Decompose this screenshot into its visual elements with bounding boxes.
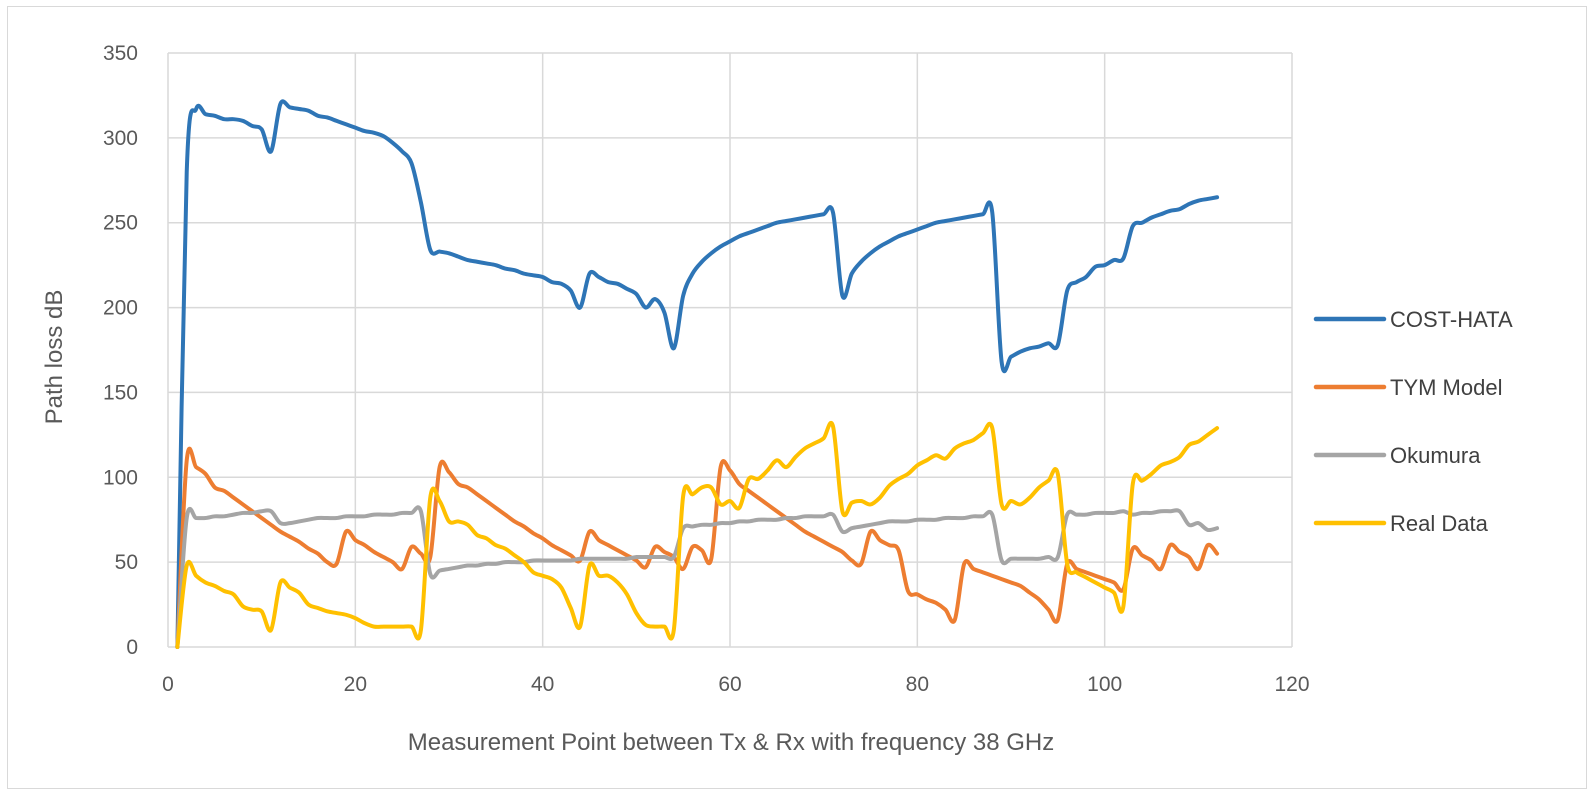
y-tick-label: 0 (126, 636, 138, 659)
y-tick-label: 100 (103, 466, 138, 489)
tick-labels: 0 50 100 150 200 250 300 350 0 20 40 60 80 100 120 (103, 42, 1310, 696)
x-tick-label: 100 (1087, 673, 1122, 696)
series-lines (175, 99, 1220, 649)
series-line-cost-hata (175, 99, 1220, 649)
legend: COST-HATA TYM Model Okumura Real Data (1313, 307, 1513, 536)
legend-label-cost-hata: COST-HATA (1390, 307, 1513, 332)
series-line-tym-model (175, 446, 1220, 649)
x-tick-label: 40 (531, 673, 554, 696)
gridlines (168, 52, 1293, 647)
x-tick-label: 120 (1274, 673, 1309, 696)
series-line-okumura (175, 505, 1220, 649)
legend-label-okumura: Okumura (1390, 443, 1481, 468)
y-tick-label: 50 (115, 551, 138, 574)
x-tick-label: 0 (162, 673, 174, 696)
x-tick-label: 60 (718, 673, 741, 696)
x-tick-label: 20 (344, 673, 367, 696)
x-axis-title: Measurement Point between Tx & Rx with f… (408, 729, 1055, 756)
y-tick-label: 200 (103, 297, 138, 320)
y-tick-label: 150 (103, 381, 138, 404)
x-tick-label: 80 (906, 673, 929, 696)
y-tick-label: 300 (103, 127, 138, 150)
axes (167, 53, 1292, 648)
legend-label-real-data: Real Data (1390, 511, 1489, 536)
chart-frame (7, 6, 1587, 789)
series-line-real-data (175, 420, 1220, 649)
y-axis-title: Path loss dB (41, 290, 68, 425)
y-tick-label: 350 (103, 42, 138, 65)
y-tick-label: 250 (103, 212, 138, 235)
legend-label-tym-model: TYM Model (1390, 375, 1502, 400)
